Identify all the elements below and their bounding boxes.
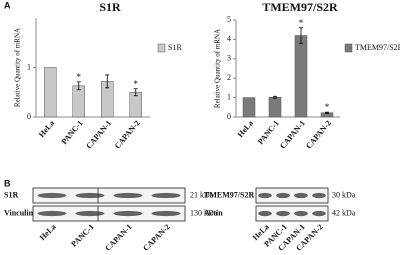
error-bar <box>105 74 110 89</box>
y-axis-label: Relative Quantity of mRNA <box>214 29 222 108</box>
lane-label: PANC-1 <box>69 222 95 248</box>
annotation: * <box>134 79 139 89</box>
error-bar <box>325 111 329 114</box>
size-label: 130 kDa <box>190 208 218 217</box>
annotation: * <box>299 18 304 28</box>
blot-band <box>276 192 290 199</box>
bar <box>294 35 308 118</box>
blot-frame <box>255 187 329 204</box>
x-tick-label: HeLa <box>37 119 56 139</box>
blot-band <box>276 210 290 217</box>
lane-label: HeLa <box>38 222 58 242</box>
error-bar <box>299 27 303 44</box>
x-tick-label: PANC-1 <box>256 119 281 146</box>
y-tick-label: 0 <box>227 112 231 121</box>
x-tick-label: CAPAN-1 <box>278 119 307 151</box>
size-label: 21 kDa <box>190 190 214 199</box>
size-label: 42 kDa <box>332 208 356 217</box>
panel-label: A <box>4 0 11 10</box>
x-tick-label: HeLa <box>236 119 255 139</box>
blot-band <box>75 192 105 199</box>
x-tick-label: PANC-1 <box>60 119 85 146</box>
legend-label: TMEM97/S2R <box>355 43 400 52</box>
blot-band <box>151 192 181 199</box>
y-tick-label: 1 <box>227 92 231 101</box>
chart-title: TMEM97/S2R <box>262 0 338 14</box>
blot-band <box>113 210 143 217</box>
blot-band <box>75 210 105 217</box>
error-bar <box>76 81 81 91</box>
x-tick-label: CAPAN-1 <box>84 119 113 151</box>
legend-swatch <box>344 43 353 53</box>
blot-band <box>294 192 308 199</box>
protein-label: Actin <box>204 208 223 217</box>
blot-band <box>258 192 272 199</box>
blot-band <box>258 210 272 217</box>
protein-label: S1R <box>4 190 18 199</box>
protein-label: Vinculin <box>4 208 34 217</box>
protein-label: TMEM97/S2R <box>204 190 254 199</box>
y-tick-label: 4 <box>227 34 231 43</box>
bar <box>72 85 85 118</box>
error-bar <box>273 95 277 99</box>
lane-label: CAPAN-2 <box>141 222 171 252</box>
annotation: * <box>77 72 82 82</box>
annotation: * <box>325 102 330 112</box>
error-bar <box>133 88 138 97</box>
blot-frame <box>32 187 186 204</box>
lane-label: CAPAN-1 <box>103 222 133 252</box>
legend-label: S1R <box>168 43 182 52</box>
y-tick-label: 2 <box>227 73 231 82</box>
blot-band <box>151 210 181 217</box>
x-tick-label: CAPAN-2 <box>304 119 333 151</box>
y-tick-label: 0 <box>27 112 31 121</box>
blot-frame <box>255 205 329 222</box>
panel-label: B <box>4 178 11 188</box>
blot-band <box>113 192 143 199</box>
bar <box>242 97 256 118</box>
blot-band <box>37 192 67 199</box>
blot-band <box>312 210 326 217</box>
bar <box>268 96 282 118</box>
blot-frame <box>32 205 186 222</box>
y-tick-label: 5 <box>227 15 231 24</box>
blot-band <box>312 192 326 199</box>
y-tick-label: 1 <box>27 62 31 71</box>
blot-band <box>294 210 308 217</box>
y-tick-label: 3 <box>227 54 231 63</box>
bar <box>44 67 57 118</box>
chart-title: S1R <box>99 0 121 14</box>
blot-band <box>37 210 67 217</box>
x-tick-label: CAPAN-2 <box>113 119 142 151</box>
size-label: 30 kDa <box>332 190 356 199</box>
legend-swatch <box>157 43 166 53</box>
y-axis-label: Relative Quantity of mRNA <box>14 28 22 107</box>
